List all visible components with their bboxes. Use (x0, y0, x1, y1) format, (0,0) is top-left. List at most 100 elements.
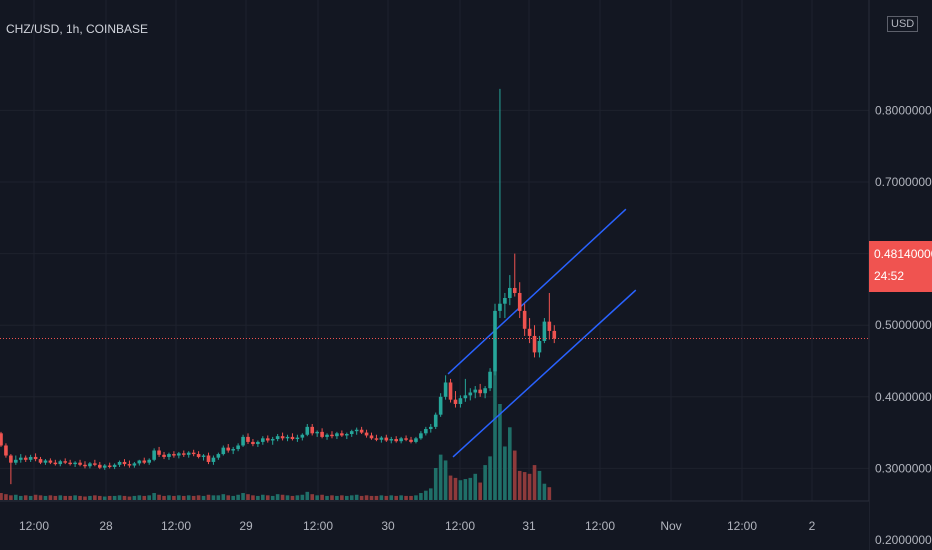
candle (211, 455, 216, 465)
volume-bar (443, 460, 448, 500)
candle-body (325, 434, 329, 437)
channel-lower-line[interactable] (452, 289, 637, 458)
volume-bar (414, 495, 418, 500)
candle (310, 424, 315, 436)
volume-bar (394, 495, 398, 500)
candle-body (246, 436, 250, 442)
candle-body (374, 438, 379, 440)
candle (43, 459, 48, 465)
volume-bar (330, 495, 334, 500)
candle (4, 443, 8, 458)
candle-body (226, 447, 231, 451)
volume-bar (162, 495, 166, 500)
volume-bar (43, 495, 48, 500)
candle-body (132, 463, 137, 466)
candle-body (532, 335, 537, 353)
volume-bar (172, 495, 176, 500)
candle-body (478, 389, 482, 394)
candle (58, 459, 63, 467)
last-price-tag: 0.48140000 24:52 (869, 241, 932, 292)
volume-bar (320, 494, 324, 500)
volume-bar (517, 470, 522, 500)
bar-countdown: 24:52 (874, 269, 905, 283)
volume-bar (547, 487, 552, 500)
candle (14, 455, 18, 465)
candle-body (522, 310, 527, 329)
candle-body (241, 436, 245, 446)
candle (33, 453, 38, 462)
candle (527, 318, 532, 344)
volume-bar (63, 495, 68, 500)
candle (28, 454, 33, 462)
volume-bar (132, 495, 137, 500)
candle (0, 431, 3, 447)
candle (508, 275, 512, 306)
candle-body (127, 464, 132, 466)
candle-body (320, 431, 324, 437)
candle (246, 433, 250, 445)
volume-bar (157, 494, 161, 500)
volume-bar (389, 495, 394, 500)
candle-body (256, 441, 260, 445)
candle (127, 460, 132, 468)
volume-bar (186, 495, 191, 500)
volume-bar (265, 495, 270, 500)
candle (152, 448, 156, 462)
candle (448, 378, 453, 403)
candle (463, 378, 468, 402)
volume-bar (221, 494, 226, 500)
candle-body (48, 460, 53, 463)
volume-bar (384, 495, 389, 500)
candle-body (473, 389, 478, 393)
candle (325, 433, 329, 440)
volume-bar (4, 494, 8, 500)
candle-body (216, 454, 221, 458)
volume-bar (275, 494, 280, 500)
currency-badge[interactable]: USD (887, 16, 919, 32)
volume-bar (305, 491, 310, 500)
candle (157, 446, 161, 457)
volume-bar (127, 496, 132, 500)
candle (478, 383, 482, 397)
candle-body (438, 396, 443, 415)
candle (73, 461, 77, 467)
candle-body (88, 463, 92, 467)
candle-body (369, 435, 374, 439)
candle (483, 386, 487, 399)
candle (206, 452, 211, 465)
candle-body (394, 439, 398, 442)
candle (503, 292, 507, 319)
volume-bar (419, 493, 423, 500)
candle (9, 454, 13, 485)
volume-bar (433, 468, 438, 500)
candle (522, 303, 527, 336)
channel-lines[interactable] (447, 208, 637, 458)
candle-body (512, 287, 517, 293)
candle (265, 435, 270, 443)
candle-body (201, 455, 206, 457)
x-tick-label: 12:00 (161, 519, 191, 533)
volume-bar (498, 404, 502, 500)
candle (414, 436, 418, 444)
candle-body (221, 447, 226, 455)
channel-upper-line[interactable] (447, 208, 627, 375)
candle-body (191, 452, 196, 455)
candle (142, 457, 147, 465)
volume-bar (527, 473, 532, 500)
volume-bar (58, 495, 63, 500)
volume-bar (137, 495, 142, 500)
candle-body (517, 292, 522, 311)
candle-body (463, 395, 468, 399)
volume-bar (177, 495, 181, 500)
candle-body (63, 461, 68, 463)
candle-body (364, 432, 369, 436)
volume-bar (458, 480, 463, 500)
candle-body (38, 459, 43, 463)
volume-bar (448, 475, 453, 500)
candle (38, 456, 43, 465)
volume-bar (280, 494, 285, 500)
volume-bar (206, 494, 211, 500)
volume-bar (261, 494, 265, 500)
